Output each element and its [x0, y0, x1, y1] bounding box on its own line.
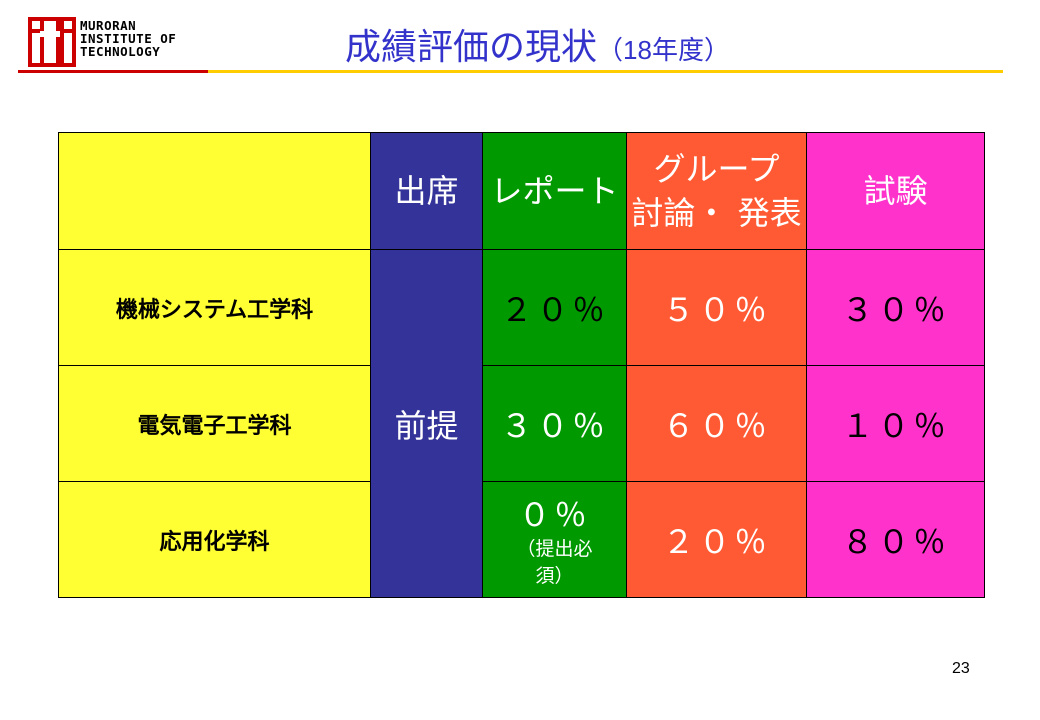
- institution-name-line: INSTITUTE OF: [80, 31, 177, 46]
- exam-value: ３０％: [841, 290, 950, 329]
- header-group-label-line2: 討論・ 発表: [631, 194, 802, 232]
- page-title: 成績評価の現状（18年度）: [345, 26, 730, 70]
- grading-table: 出席 レポート グループ 討論・ 発表 試験 機械システム工学科 前提 ２０％ …: [58, 132, 985, 598]
- header-group-label-line1: グループ: [653, 150, 780, 188]
- group-cell: ２０％: [626, 481, 807, 598]
- header-attendance-label: 出席: [394, 172, 459, 210]
- report-note-line1: （提出必: [516, 537, 593, 560]
- title-year-number: 18: [623, 35, 652, 65]
- table-row: 機械システム工学科 前提 ２０％ ５０％ ３０％: [58, 249, 985, 598]
- institution-name: MURORAN INSTITUTE OF TECHNOLOGY: [80, 19, 176, 58]
- exam-cell: ３０％: [806, 249, 985, 366]
- institution-logo-mark: [28, 17, 76, 67]
- group-value: ５０％: [662, 290, 771, 329]
- table-row: 応用化学科 ０％ （提出必 須） ２０％ ８０％: [58, 481, 985, 598]
- dept-label: 応用化学科: [159, 529, 270, 555]
- dept-cell: 電気電子工学科: [58, 365, 371, 482]
- report-value: ０％: [518, 495, 591, 534]
- title-underline-red: [18, 70, 208, 73]
- institution-name-line: MURORAN: [80, 18, 137, 33]
- dept-label: 機械システム工学科: [115, 297, 314, 323]
- header-exam: 試験: [806, 132, 985, 250]
- header-group-discussion: グループ 討論・ 発表: [626, 132, 807, 250]
- exam-cell: １０％: [806, 365, 985, 482]
- dept-cell: 機械システム工学科: [58, 249, 371, 366]
- page-title-year: （18年度）: [597, 35, 730, 66]
- exam-cell: ８０％: [806, 481, 985, 598]
- title-year-suffix: 年度）: [651, 36, 730, 66]
- group-value: ２０％: [662, 522, 771, 561]
- report-cell: ３０％: [482, 365, 627, 482]
- header-report-label: レポート: [490, 172, 619, 210]
- title-paren-open: （: [597, 36, 624, 66]
- page-number: 23: [952, 660, 970, 677]
- header-empty-cell: [58, 132, 371, 250]
- title-underline-gold: [208, 70, 1003, 73]
- report-value: ２０％: [500, 290, 609, 329]
- header-exam-label: 試験: [863, 172, 928, 210]
- group-cell: ６０％: [626, 365, 807, 482]
- attendance-premise-label: 前提: [394, 406, 459, 445]
- report-cell: ２０％: [482, 249, 627, 366]
- report-note-line2: 須）: [535, 564, 574, 587]
- table-header-row: 出席 レポート グループ 討論・ 発表 試験: [58, 132, 985, 250]
- header-report: レポート: [482, 132, 627, 250]
- group-cell: ５０％: [626, 249, 807, 366]
- institution-name-line: TECHNOLOGY: [80, 44, 161, 59]
- report-cell: ０％ （提出必 須）: [482, 481, 627, 598]
- exam-value: ８０％: [841, 522, 950, 561]
- report-value: ３０％: [500, 406, 609, 445]
- exam-value: １０％: [841, 406, 950, 445]
- institution-logo: MURORAN INSTITUTE OF TECHNOLOGY: [28, 17, 178, 69]
- header-attendance: 出席: [370, 132, 483, 250]
- page-title-main: 成績評価の現状: [345, 27, 598, 68]
- table-row: 電気電子工学科 ３０％ ６０％ １０％: [58, 365, 985, 482]
- group-value: ６０％: [662, 406, 771, 445]
- dept-label: 電気電子工学科: [137, 413, 292, 439]
- attendance-premise-cell: 前提: [370, 249, 483, 598]
- dept-cell: 応用化学科: [58, 481, 371, 598]
